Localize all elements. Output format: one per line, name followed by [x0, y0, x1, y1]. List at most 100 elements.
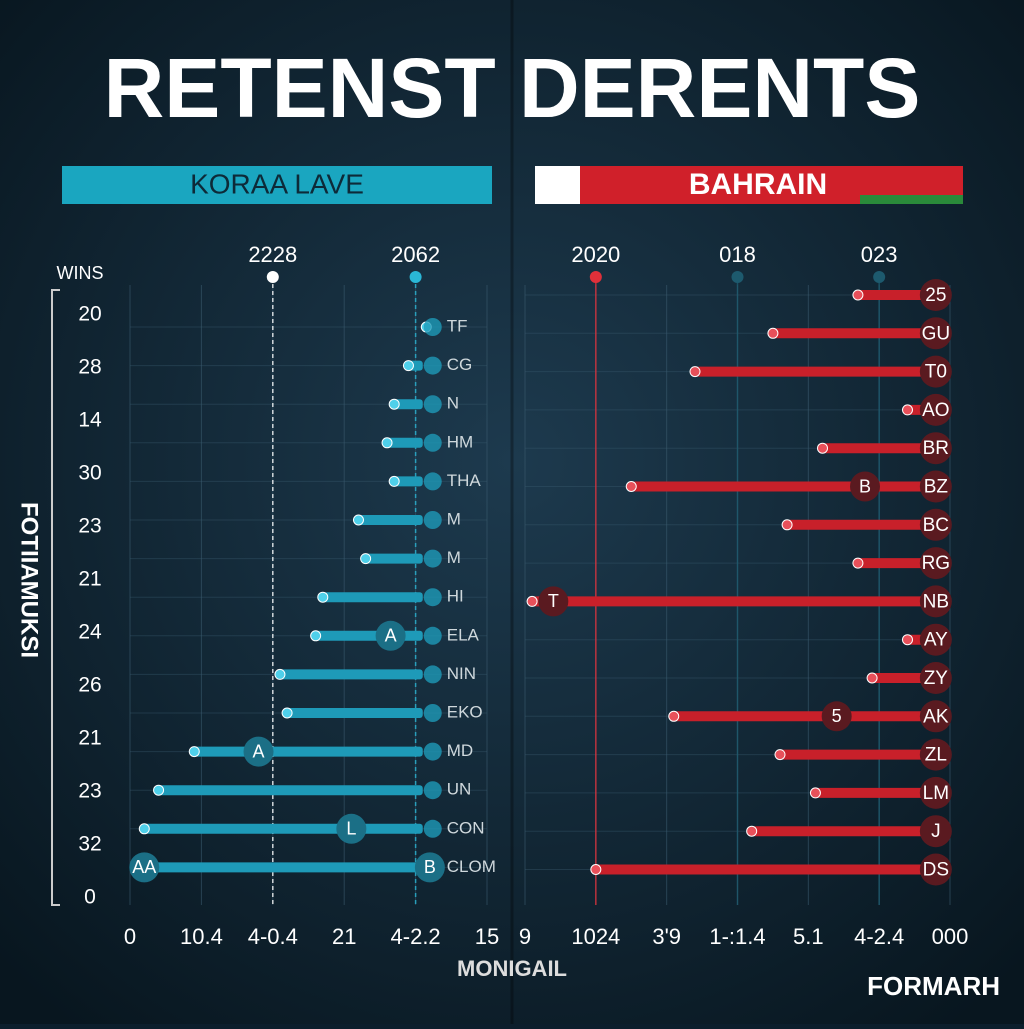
- bar-end: [919, 623, 952, 656]
- marker-dot: [409, 271, 422, 283]
- category-label: T0: [925, 362, 947, 383]
- category-label: LM: [923, 783, 949, 804]
- logo: FORMARH: [867, 971, 1000, 1001]
- bar-end: [423, 781, 442, 800]
- bar: [394, 476, 423, 487]
- category-label: AK: [923, 706, 949, 727]
- marker-label: 2020: [571, 242, 620, 267]
- category-label: J: [931, 821, 941, 842]
- x-tick-label: 21: [332, 924, 356, 949]
- y-axis-label: FOTIIAMUKSI: [16, 502, 43, 658]
- bar-start: [902, 404, 913, 416]
- category-label: DS: [923, 860, 949, 881]
- bar-start: [317, 591, 329, 603]
- badge-label: T: [548, 591, 559, 611]
- x-tick-label: 9: [519, 924, 531, 949]
- x-tick-label: 1-:1.4: [709, 924, 765, 949]
- bar: [158, 785, 423, 796]
- category-label: NB: [923, 591, 949, 612]
- bar-end: [919, 470, 952, 503]
- bar-start: [852, 289, 864, 301]
- bar: [315, 630, 423, 641]
- bar-end: [423, 511, 442, 529]
- bar-start: [388, 398, 400, 410]
- x-tick-label: 4-0.4: [248, 924, 298, 949]
- category-label: EKO: [447, 702, 483, 721]
- badge-label: B: [859, 476, 871, 496]
- category-label: HM: [447, 432, 473, 451]
- bar-end: [423, 742, 442, 761]
- bar-start: [352, 514, 364, 526]
- badge: [243, 736, 274, 767]
- badge: [336, 813, 367, 844]
- title: RETENST DERENTS: [104, 41, 921, 135]
- marker-label: 023: [861, 242, 898, 267]
- bar: [279, 669, 423, 680]
- marker-label: 018: [719, 242, 756, 267]
- bar: [780, 749, 936, 760]
- bar-end: [423, 395, 442, 414]
- bar: [857, 558, 936, 569]
- bar: [144, 823, 423, 834]
- marker-dot: [589, 271, 602, 283]
- bar-start: [388, 475, 400, 487]
- bar-start: [360, 553, 372, 565]
- x-tick-label: 5.1: [793, 924, 824, 949]
- bar-start: [689, 366, 701, 378]
- marker-label: 2228: [248, 242, 297, 267]
- category-label: NIN: [447, 664, 476, 683]
- y-bracket: [51, 289, 60, 906]
- badge-label: 5: [832, 706, 842, 726]
- badge-label: B: [424, 857, 436, 877]
- flag-stripe: [860, 195, 963, 204]
- bar-start: [866, 672, 878, 684]
- badge-label: A: [385, 626, 397, 646]
- category-label: HI: [447, 587, 464, 606]
- bar-end: [919, 662, 952, 694]
- bar-start: [138, 823, 150, 835]
- bar-start: [381, 437, 393, 449]
- bar-end: [423, 318, 442, 336]
- bar-start: [809, 787, 821, 799]
- left-header-bar: [62, 166, 492, 204]
- category-label: AO: [922, 400, 949, 421]
- bar-start: [526, 595, 538, 607]
- y-tick-label: 32: [78, 833, 101, 856]
- bar-end: [423, 665, 442, 684]
- bar-start: [281, 707, 293, 719]
- badge: [375, 620, 406, 651]
- bar: [857, 290, 936, 300]
- bar: [194, 746, 423, 757]
- marker-label: 2062: [391, 242, 440, 267]
- bar-end: [423, 356, 442, 375]
- bar: [872, 673, 936, 683]
- category-label: 25: [925, 285, 946, 306]
- x-tick-label: 15: [475, 924, 499, 949]
- y-tick-label: 21: [78, 568, 101, 591]
- bar-start: [852, 557, 864, 569]
- bar: [772, 328, 936, 339]
- badge-label: A: [253, 741, 265, 761]
- category-label: BZ: [924, 477, 949, 498]
- badge: [850, 471, 880, 502]
- bar-end: [423, 819, 442, 838]
- bar: [287, 708, 423, 718]
- bar-end: [919, 853, 952, 886]
- bar-end: [919, 776, 952, 809]
- bar-start: [774, 749, 786, 761]
- bar-end: [919, 279, 952, 311]
- bar-end: [919, 738, 952, 771]
- y-tick-label: 23: [78, 515, 101, 538]
- bar-start: [402, 360, 414, 372]
- category-label: CLOM: [447, 857, 496, 876]
- bar-end: [919, 393, 952, 426]
- bar-end: [919, 508, 952, 541]
- category-label: M: [447, 509, 461, 528]
- bar-start: [781, 519, 793, 531]
- x-tick-label: 0: [124, 924, 136, 949]
- bar: [787, 519, 936, 530]
- y-tick-label: 30: [78, 462, 101, 485]
- category-label: CG: [447, 355, 473, 374]
- y-tick-label: 21: [78, 727, 101, 750]
